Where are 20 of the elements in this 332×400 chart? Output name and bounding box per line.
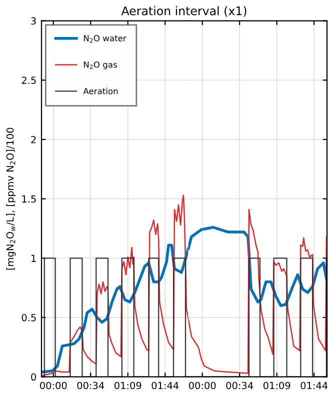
x-tick-label: 00:00	[40, 382, 67, 390]
x-tick-label: 00:00	[188, 382, 216, 390]
y-tick-label: 0.5	[22, 314, 36, 322]
x-tick-label: 01:09	[263, 382, 290, 390]
x-tick-label: 01:44	[300, 382, 328, 390]
y-tick-label: 0	[31, 373, 36, 381]
x-tick-label: 00:34	[226, 382, 254, 390]
legend-label: Aeration	[83, 88, 118, 94]
y-tick-label: 2.5	[22, 76, 36, 84]
y-tick-label: 3	[31, 17, 36, 25]
y-tick-label: 2	[31, 136, 36, 144]
legend-label: N$_{2}$O gas	[84, 61, 117, 70]
y-axis-title: [mgN$_{2}$O$_{w}$/L], [ppmv N$_{2}$O]/100	[6, 128, 16, 270]
x-tick-label: 00:34	[77, 382, 104, 390]
legend-label: N$_{2}$O water	[84, 35, 126, 43]
y-tick-label: 1.5	[22, 195, 36, 203]
x-tick-label: 01:44	[152, 382, 179, 390]
y-tick-label: 1	[32, 254, 36, 262]
x-tick-label: 01:09	[114, 382, 142, 390]
chart-title: Aeration interval (x1)	[121, 6, 246, 17]
